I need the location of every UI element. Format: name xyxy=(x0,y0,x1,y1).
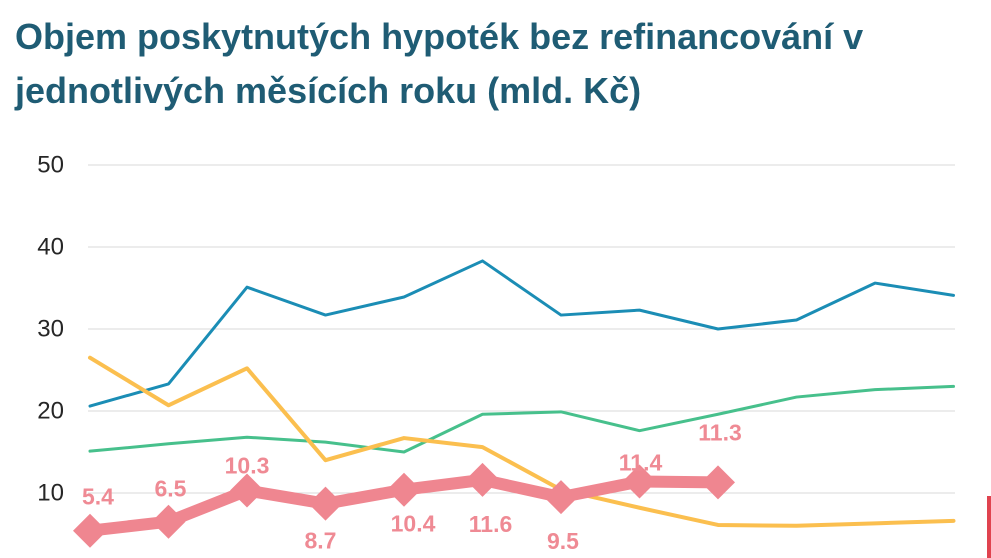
data-label: 11.4 xyxy=(619,450,663,476)
data-labels: 5.4 6.5 10.3 8.7 10.4 11.6 9.5 11.4 11.3 xyxy=(82,419,742,554)
data-point-marker xyxy=(387,472,421,507)
series-line-3 xyxy=(88,355,956,528)
y-axis-ticks: 10 20 30 40 50 xyxy=(37,152,64,507)
data-point-marker xyxy=(465,462,500,497)
data-label: 8.7 xyxy=(305,528,337,554)
data-label: 9.5 xyxy=(547,528,579,554)
series-line-1 xyxy=(88,259,955,408)
cropped-legend-marker xyxy=(987,496,991,558)
data-point-marker xyxy=(230,473,264,508)
data-label: 5.4 xyxy=(82,484,114,510)
gridlines xyxy=(88,164,955,494)
data-point-marker xyxy=(544,480,578,515)
y-tick-label: 40 xyxy=(37,234,64,261)
series-line-2 xyxy=(88,384,955,454)
y-tick-label: 30 xyxy=(37,316,64,343)
data-markers xyxy=(73,462,735,548)
data-label: 6.5 xyxy=(155,476,187,502)
series-lines xyxy=(84,259,956,537)
data-point-marker xyxy=(701,465,735,500)
data-label: 10.4 xyxy=(391,511,436,537)
chart-title: Objem poskytnutých hypoték bez refinanco… xyxy=(15,16,864,111)
data-point-marker xyxy=(73,513,107,548)
y-tick-label: 50 xyxy=(37,152,64,179)
data-point-marker xyxy=(151,504,186,539)
data-label: 11.6 xyxy=(469,511,513,537)
data-label: 11.3 xyxy=(698,419,742,445)
data-point-marker xyxy=(308,486,343,521)
y-tick-label: 10 xyxy=(37,480,64,507)
y-tick-label: 20 xyxy=(37,398,64,425)
data-label: 10.3 xyxy=(225,453,270,479)
data-point-marker xyxy=(622,464,657,499)
